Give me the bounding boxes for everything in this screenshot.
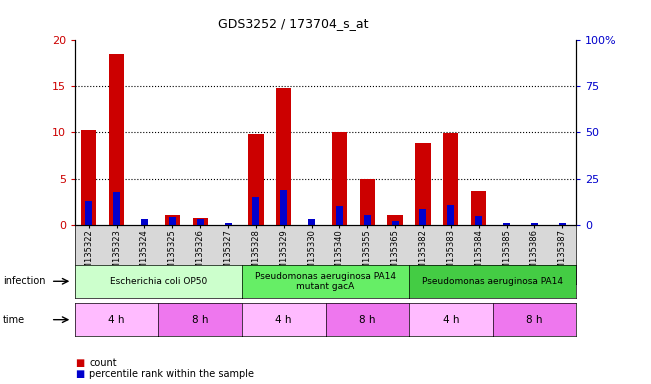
Bar (387, 215, 403, 225)
Text: 4 h: 4 h (275, 314, 292, 325)
Text: ■: ■ (75, 369, 84, 379)
Bar (392, 221, 398, 225)
Bar (276, 88, 292, 225)
Text: count: count (89, 358, 117, 368)
Text: ■: ■ (75, 358, 84, 368)
Bar (471, 190, 486, 225)
Bar (332, 132, 347, 225)
Bar (447, 205, 454, 225)
Text: Pseudomonas aeruginosa PA14: Pseudomonas aeruginosa PA14 (422, 277, 563, 286)
Text: GDS3252 / 173704_s_at: GDS3252 / 173704_s_at (217, 17, 368, 30)
Text: Pseudomonas aeruginosa PA14
mutant gacA: Pseudomonas aeruginosa PA14 mutant gacA (255, 271, 396, 291)
Text: percentile rank within the sample: percentile rank within the sample (89, 369, 254, 379)
Text: 8 h: 8 h (526, 314, 543, 325)
Text: 8 h: 8 h (192, 314, 208, 325)
Text: infection: infection (3, 276, 46, 286)
Bar (359, 179, 375, 225)
Bar (559, 223, 566, 225)
Bar (225, 223, 232, 225)
Bar (415, 142, 430, 225)
Bar (419, 209, 426, 225)
Bar (197, 219, 204, 225)
Bar (165, 215, 180, 225)
Text: Escherichia coli OP50: Escherichia coli OP50 (110, 277, 207, 286)
Bar (280, 190, 287, 225)
Text: 4 h: 4 h (108, 314, 125, 325)
Bar (475, 216, 482, 225)
Bar (141, 219, 148, 225)
Bar (336, 206, 343, 225)
Bar (531, 223, 538, 225)
Bar (169, 217, 176, 225)
Text: 8 h: 8 h (359, 314, 376, 325)
Bar (248, 134, 264, 225)
Bar (193, 218, 208, 225)
Bar (364, 215, 371, 225)
Text: 4 h: 4 h (443, 314, 459, 325)
Bar (503, 223, 510, 225)
Bar (443, 133, 458, 225)
Bar (253, 197, 259, 225)
Bar (85, 201, 92, 225)
Bar (109, 54, 124, 225)
Bar (308, 219, 315, 225)
Bar (113, 192, 120, 225)
Text: time: time (3, 314, 25, 325)
Bar (81, 130, 96, 225)
